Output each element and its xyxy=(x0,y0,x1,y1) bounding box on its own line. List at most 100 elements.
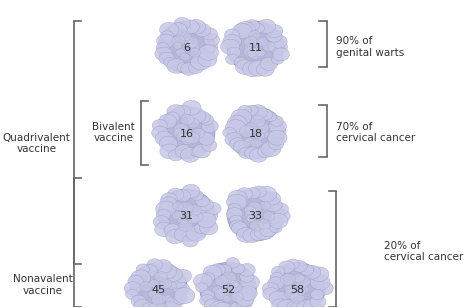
Circle shape xyxy=(189,62,204,74)
Circle shape xyxy=(169,23,187,37)
Circle shape xyxy=(166,229,184,244)
Circle shape xyxy=(250,220,263,231)
Circle shape xyxy=(256,37,268,46)
Circle shape xyxy=(188,215,199,224)
Ellipse shape xyxy=(227,189,284,241)
Circle shape xyxy=(226,258,240,268)
Circle shape xyxy=(245,20,260,31)
Circle shape xyxy=(191,190,204,201)
Circle shape xyxy=(227,115,247,131)
Circle shape xyxy=(230,280,239,288)
Circle shape xyxy=(244,123,257,133)
Circle shape xyxy=(184,132,200,144)
Circle shape xyxy=(124,282,142,295)
Circle shape xyxy=(260,223,277,237)
Circle shape xyxy=(174,124,188,135)
Circle shape xyxy=(176,190,191,202)
Circle shape xyxy=(190,212,203,222)
Circle shape xyxy=(230,302,247,308)
Circle shape xyxy=(300,265,314,275)
Circle shape xyxy=(201,290,215,300)
Circle shape xyxy=(153,216,170,228)
Circle shape xyxy=(273,209,290,223)
Circle shape xyxy=(250,228,267,241)
Text: Bivalent
vaccine: Bivalent vaccine xyxy=(92,122,135,144)
Circle shape xyxy=(262,282,279,295)
Ellipse shape xyxy=(158,107,215,159)
Text: 20% of
cervical cancer: 20% of cervical cancer xyxy=(384,241,463,262)
Circle shape xyxy=(242,282,255,293)
Circle shape xyxy=(239,148,253,158)
Circle shape xyxy=(249,148,267,162)
Circle shape xyxy=(202,120,218,132)
Circle shape xyxy=(159,52,175,65)
Circle shape xyxy=(260,201,271,210)
Circle shape xyxy=(155,272,168,282)
Circle shape xyxy=(199,221,218,235)
Circle shape xyxy=(230,138,246,150)
Circle shape xyxy=(248,60,269,76)
Circle shape xyxy=(177,63,190,72)
Circle shape xyxy=(186,108,206,124)
Circle shape xyxy=(271,55,284,64)
Circle shape xyxy=(160,144,179,159)
Circle shape xyxy=(234,57,248,67)
Ellipse shape xyxy=(158,189,215,241)
Circle shape xyxy=(196,283,208,292)
Circle shape xyxy=(269,291,288,306)
Circle shape xyxy=(258,219,270,229)
Circle shape xyxy=(258,145,274,158)
Circle shape xyxy=(233,23,252,39)
Circle shape xyxy=(156,209,171,221)
Circle shape xyxy=(179,202,193,214)
Circle shape xyxy=(215,276,228,286)
Ellipse shape xyxy=(199,262,256,308)
Circle shape xyxy=(176,49,185,56)
Circle shape xyxy=(223,127,236,138)
Circle shape xyxy=(262,42,275,52)
Circle shape xyxy=(255,49,265,57)
Circle shape xyxy=(181,148,199,162)
Circle shape xyxy=(182,136,193,145)
Circle shape xyxy=(187,19,205,34)
Circle shape xyxy=(160,197,177,211)
Circle shape xyxy=(161,31,174,41)
Text: 16: 16 xyxy=(179,129,193,139)
Circle shape xyxy=(164,224,181,237)
Circle shape xyxy=(258,130,269,138)
Circle shape xyxy=(225,29,240,40)
Circle shape xyxy=(299,286,309,293)
Circle shape xyxy=(193,144,211,158)
Circle shape xyxy=(269,213,288,229)
Text: Nonavalent
vaccine: Nonavalent vaccine xyxy=(13,274,72,296)
Circle shape xyxy=(174,17,191,30)
Ellipse shape xyxy=(227,107,284,159)
Circle shape xyxy=(188,119,199,128)
Circle shape xyxy=(231,109,252,125)
Circle shape xyxy=(304,298,322,308)
Circle shape xyxy=(173,202,184,210)
Ellipse shape xyxy=(269,262,325,308)
Circle shape xyxy=(243,229,261,243)
Circle shape xyxy=(181,63,198,75)
Circle shape xyxy=(155,47,172,61)
Circle shape xyxy=(223,295,232,302)
Circle shape xyxy=(268,130,287,145)
Circle shape xyxy=(239,263,255,276)
Circle shape xyxy=(303,265,321,279)
Circle shape xyxy=(255,132,265,140)
Circle shape xyxy=(149,280,159,288)
Circle shape xyxy=(177,217,187,224)
Circle shape xyxy=(226,208,243,221)
Circle shape xyxy=(205,42,218,51)
Circle shape xyxy=(155,222,174,237)
Circle shape xyxy=(246,188,260,199)
Circle shape xyxy=(263,212,275,221)
Circle shape xyxy=(244,36,258,47)
Circle shape xyxy=(272,299,290,308)
Circle shape xyxy=(164,267,182,281)
Circle shape xyxy=(223,34,241,49)
Circle shape xyxy=(186,225,206,241)
Circle shape xyxy=(192,128,205,138)
Text: 11: 11 xyxy=(248,43,262,54)
